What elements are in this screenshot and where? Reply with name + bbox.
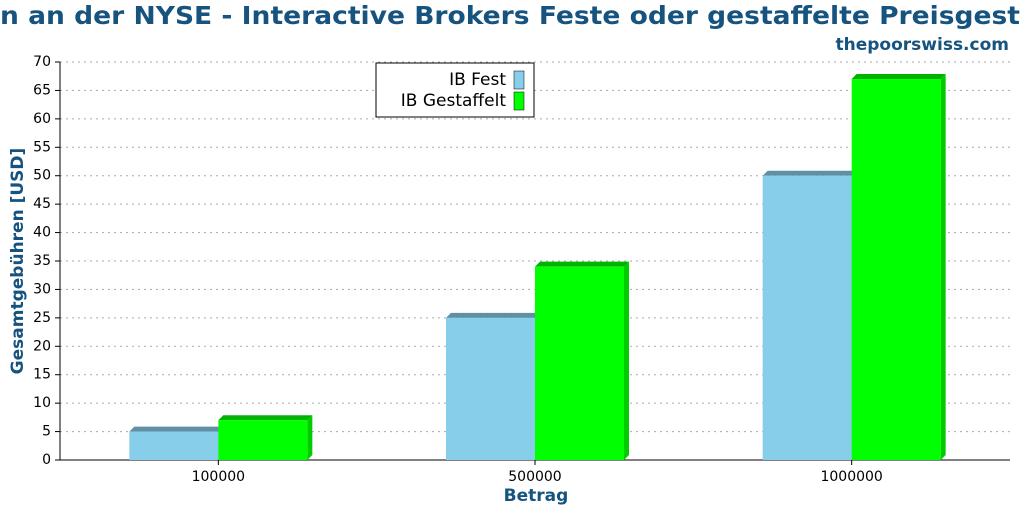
y-tick-label: 60 xyxy=(33,111,51,127)
bar-top xyxy=(851,74,946,80)
x-tick-label: 1000000 xyxy=(820,469,882,485)
y-tick-label: 55 xyxy=(33,139,51,155)
bar-top xyxy=(446,312,540,318)
bar-side xyxy=(307,415,313,460)
bar-top xyxy=(218,415,313,421)
bar xyxy=(762,175,852,460)
bar xyxy=(446,317,535,460)
y-tick-label: 5 xyxy=(42,424,51,440)
bar-side xyxy=(624,261,629,460)
chart-subtitle: thepoorswiss.com xyxy=(836,35,1010,55)
legend-swatch xyxy=(513,91,525,111)
y-tick-label: 45 xyxy=(33,196,51,212)
bar-top xyxy=(535,261,629,267)
y-tick-label: 20 xyxy=(33,338,51,354)
y-tick-label: 70 xyxy=(33,54,51,70)
x-axis-label: Betrag xyxy=(504,486,569,506)
y-tick-label: 25 xyxy=(33,310,51,326)
chart-title: n an der NYSE - Interactive Brokers Fest… xyxy=(0,1,1020,30)
bar xyxy=(129,431,219,460)
y-axis-label: Gesamtgebühren [USD] xyxy=(8,148,28,375)
y-tick-label: 40 xyxy=(33,225,51,241)
bar-side xyxy=(940,74,946,461)
y-tick-label: 50 xyxy=(33,168,51,184)
bar-top xyxy=(762,170,857,176)
y-tick-label: 10 xyxy=(33,395,51,411)
legend-swatch xyxy=(513,70,525,90)
bar xyxy=(851,79,941,461)
legend-label: IB Gestaffelt xyxy=(401,91,507,111)
legend-box xyxy=(375,62,535,118)
y-tick-label: 65 xyxy=(33,82,51,98)
bar xyxy=(218,420,308,460)
bar xyxy=(535,266,624,460)
y-tick-label: 35 xyxy=(33,253,51,269)
bar-top xyxy=(129,426,224,432)
x-tick-label: 100000 xyxy=(192,469,245,485)
legend-label: IB Fest xyxy=(449,70,506,90)
y-tick-label: 0 xyxy=(42,452,51,468)
x-tick-label: 500000 xyxy=(508,469,561,485)
y-tick-label: 15 xyxy=(33,367,51,383)
y-tick-label: 30 xyxy=(33,281,51,297)
